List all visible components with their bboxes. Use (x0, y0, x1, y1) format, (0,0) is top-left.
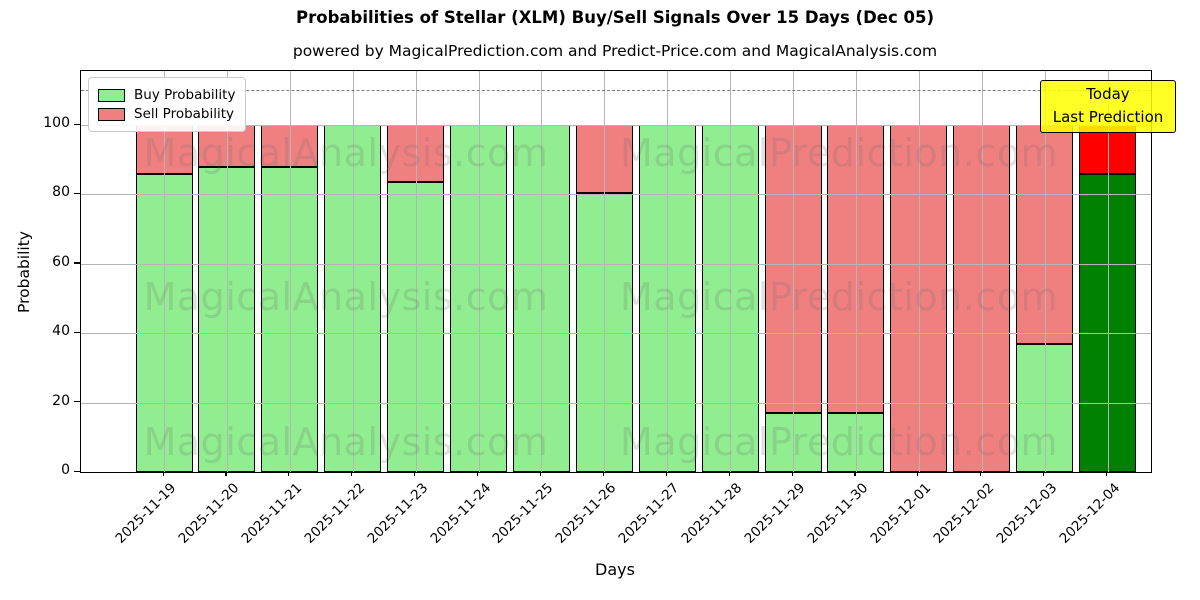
watermark-text: MagicalAnalysis.com (143, 420, 549, 464)
x-tick-label: 2025-11-22 (301, 480, 369, 547)
y-tick-label: 100 (43, 115, 70, 132)
x-tick-mark (351, 471, 353, 476)
legend: Buy Probability Sell Probability (88, 77, 247, 132)
x-tick-mark (602, 471, 604, 476)
x-tick-label: 2025-11-21 (238, 480, 306, 547)
y-tick-label: 0 (61, 462, 70, 478)
h-gridline (81, 194, 1151, 196)
legend-label: Buy Probability (134, 87, 236, 103)
v-gridline (730, 71, 732, 472)
today-annotation-line2: Last Prediction (1052, 108, 1164, 127)
v-gridline (289, 71, 291, 472)
y-tick-mark (74, 123, 80, 125)
x-tick-mark (539, 471, 542, 476)
x-tick-label: 2025-12-04 (1056, 480, 1123, 547)
h-gridline (81, 125, 1151, 127)
x-tick-mark (414, 471, 416, 476)
v-gridline (415, 71, 417, 472)
v-gridline (352, 71, 354, 472)
v-gridline (981, 71, 983, 472)
dashed-guide-line (81, 90, 1151, 92)
chart-subtitle: powered by MagicalPrediction.com and Pre… (292, 42, 938, 60)
x-tick-label: 2025-11-24 (427, 480, 494, 547)
watermark-text: MagicalAnalysis.com (143, 275, 549, 319)
y-tick-mark (74, 262, 80, 264)
x-tick-mark (477, 471, 479, 476)
y-tick-mark (74, 192, 80, 195)
v-gridline (604, 71, 606, 472)
x-tick-label: 2025-11-30 (804, 480, 872, 547)
y-tick-mark (74, 331, 80, 333)
x-tick-label: 2025-12-03 (993, 480, 1060, 547)
x-tick-mark (162, 471, 164, 476)
x-tick-label: 2025-11-29 (741, 480, 809, 547)
v-gridline (478, 71, 480, 472)
x-tick-mark (225, 471, 227, 476)
v-gridline (667, 71, 669, 472)
v-gridline (226, 71, 228, 472)
x-tick-mark (791, 471, 793, 476)
v-gridline (164, 71, 165, 472)
h-gridline (81, 333, 1151, 335)
v-gridline (855, 71, 857, 472)
x-tick-label: 2025-11-27 (615, 480, 683, 547)
x-tick-label: 2025-11-23 (364, 480, 431, 547)
x-tick-mark (288, 471, 290, 476)
x-tick-label: 2025-12-02 (930, 480, 998, 547)
v-gridline (541, 71, 543, 472)
x-tick-label: 2025-11-25 (489, 480, 557, 547)
x-tick-mark (854, 471, 856, 476)
legend-swatch (98, 88, 125, 102)
y-tick-label: 60 (52, 253, 70, 270)
v-gridline (1044, 71, 1046, 472)
y-tick-mark (74, 401, 80, 403)
h-gridline (81, 402, 1151, 404)
today-annotation-line1: Today (1086, 85, 1130, 103)
watermark-text: MagicalPrediction.com (620, 420, 1058, 464)
plot-area: MagicalAnalysis.com MagicalPrediction.com… (80, 70, 1152, 473)
y-tick-label: 20 (52, 392, 70, 409)
x-tick-mark (1106, 471, 1108, 476)
y-tick-mark (74, 470, 80, 472)
x-tick-mark (1043, 471, 1045, 476)
x-tick-label: 2025-11-19 (112, 480, 180, 547)
x-tick-mark (665, 471, 667, 476)
x-tick-mark (980, 471, 982, 476)
x-tick-label: 2025-11-20 (175, 480, 243, 547)
v-gridline (1107, 71, 1109, 472)
x-tick-label: 2025-11-26 (552, 480, 620, 547)
legend-label: Sell Probability (134, 106, 235, 122)
h-gridline (81, 263, 1151, 265)
today-annotation: Today Last Prediction (1040, 80, 1176, 133)
y-axis-title: Probability (15, 231, 33, 313)
x-tick-label: 2025-11-28 (678, 480, 746, 547)
y-tick-label: 40 (52, 323, 70, 340)
chart-title: Probabilities of Stellar (XLM) Buy/Sell … (296, 8, 934, 27)
y-tick-label: 80 (52, 184, 70, 201)
x-tick-label: 2025-12-01 (867, 480, 935, 547)
x-tick-mark (728, 471, 730, 476)
x-tick-mark (917, 471, 919, 476)
watermark-text: MagicalPrediction.com (620, 275, 1058, 319)
legend-swatch (98, 107, 125, 121)
legend-item: Sell Probability (98, 106, 235, 122)
v-gridline (793, 71, 794, 472)
v-gridline (918, 71, 920, 472)
watermark-text: MagicalAnalysis.com (143, 131, 549, 175)
legend-item: Buy Probability (98, 87, 235, 103)
watermark-text: MagicalPrediction.com (620, 131, 1058, 175)
x-axis-title: Days (595, 560, 635, 579)
